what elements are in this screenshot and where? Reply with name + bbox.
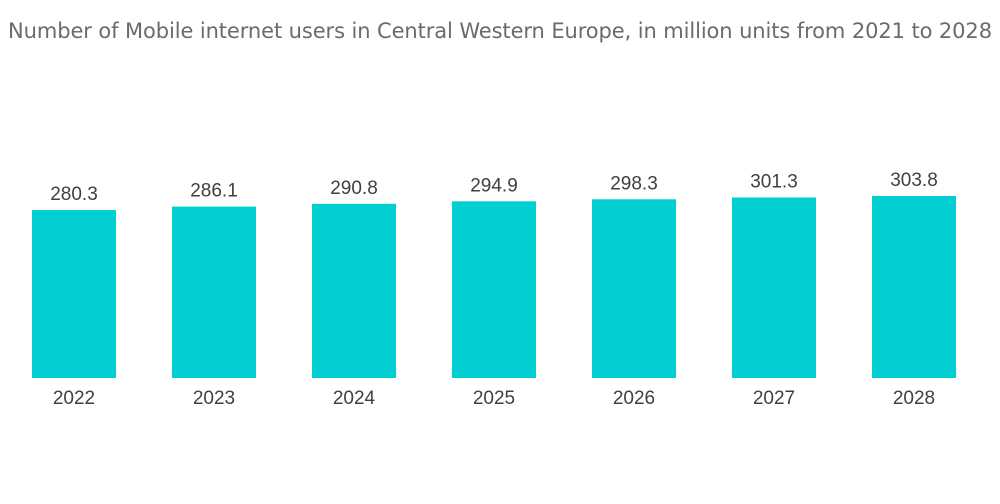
bar-value-label: 303.8 bbox=[890, 170, 938, 191]
bar-value-label: 294.9 bbox=[470, 175, 518, 196]
labels-layer: 280.3 2022 286.1 2023 290.8 2024 294.9 2025 298.… bbox=[50, 170, 938, 409]
bar-value-label: 298.3 bbox=[610, 173, 658, 194]
bar-value-label: 301.3 bbox=[750, 171, 798, 192]
x-tick-label: 2022 bbox=[53, 388, 95, 409]
x-tick-label: 2024 bbox=[333, 388, 376, 409]
bar-2027 bbox=[732, 197, 816, 378]
x-tick-label: 2027 bbox=[753, 388, 795, 409]
bar-2028 bbox=[872, 196, 956, 378]
bar-2022 bbox=[32, 210, 116, 378]
bar-value-label: 290.8 bbox=[330, 178, 378, 199]
bar-2025 bbox=[452, 201, 536, 378]
bars-layer bbox=[32, 196, 956, 378]
x-tick-label: 2026 bbox=[613, 388, 655, 409]
bar-2026 bbox=[592, 199, 676, 378]
x-tick-label: 2025 bbox=[473, 388, 515, 409]
bar-value-label: 286.1 bbox=[190, 181, 238, 202]
x-tick-label: 2028 bbox=[893, 388, 935, 409]
bar-2023 bbox=[172, 206, 256, 378]
chart-title: Number of Mobile internet users in Centr… bbox=[8, 19, 992, 43]
bar-value-label: 280.3 bbox=[50, 184, 98, 205]
x-tick-label: 2023 bbox=[193, 388, 235, 409]
bar-2024 bbox=[312, 203, 396, 378]
